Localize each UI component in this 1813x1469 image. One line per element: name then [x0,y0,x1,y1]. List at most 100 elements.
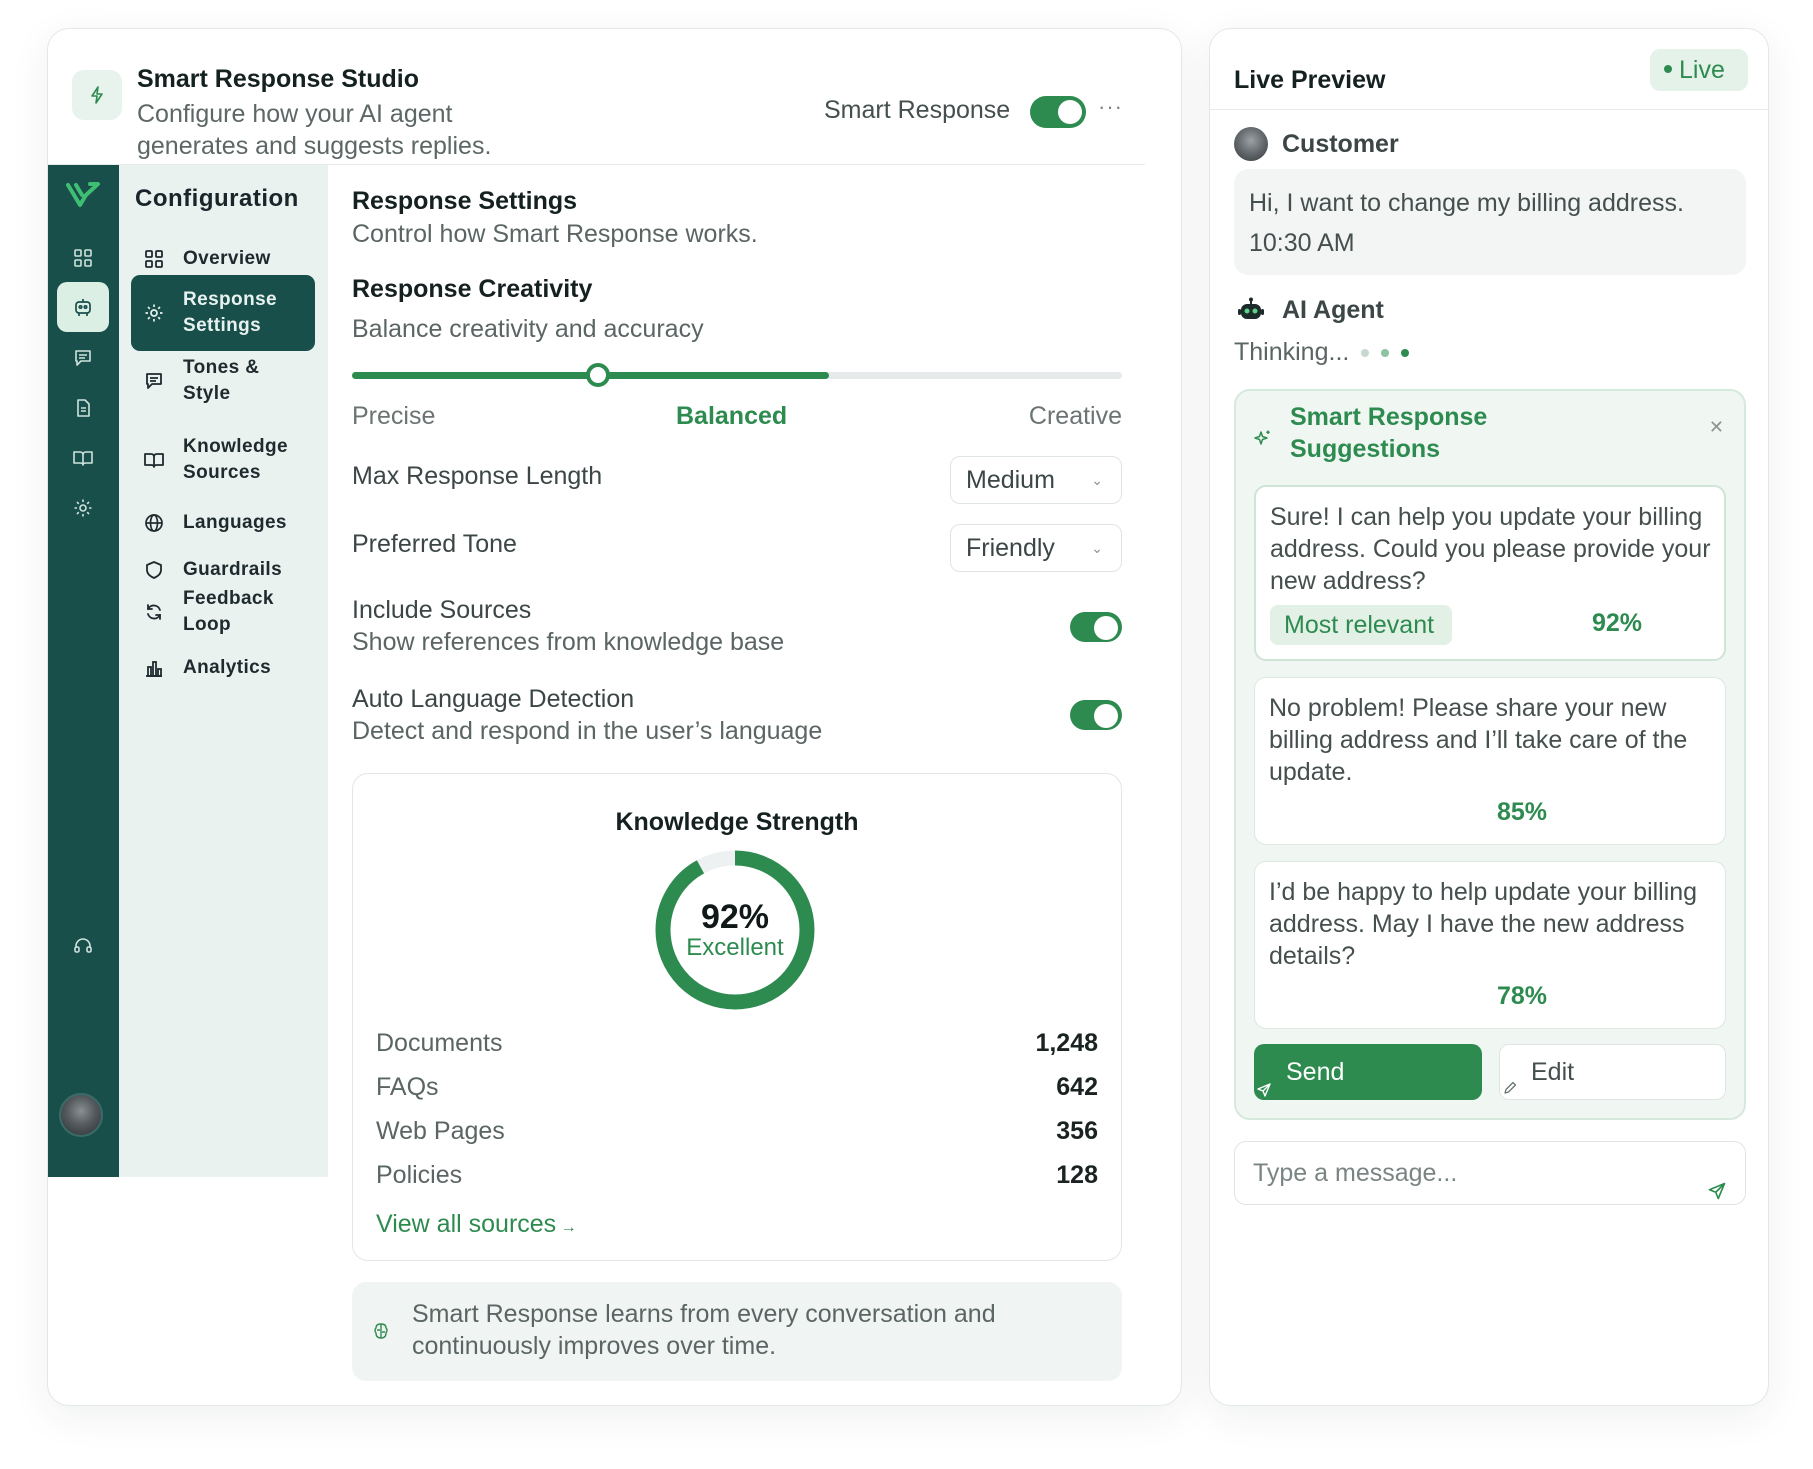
suggestions-panel: Smart Response Suggestions ✕ Sure! I can… [1234,389,1746,1120]
suggestion-card-2[interactable]: No problem! Please share your new billin… [1254,677,1726,845]
nav-item-response-settings[interactable]: Response Settings [131,275,315,351]
nav-item-label: Response Settings [183,289,278,336]
suggestion-score: 92% [1592,609,1643,637]
slider-label-creative[interactable]: Creative [1028,402,1122,430]
customer-message-bubble: Hi, I want to change my billing address.… [1234,169,1746,275]
source-label-policies: Policies [376,1161,463,1189]
agent-status: Thinking... [1234,338,1350,366]
tone-label: Preferred Tone [352,530,517,558]
icon-rail [48,165,119,1177]
live-preview-title: Live Preview [1234,66,1386,94]
suggestion-card-1[interactable]: Sure! I can help you update your billing… [1254,485,1726,661]
view-all-sources-label: View all sources [376,1210,557,1238]
send-button[interactable]: Send [1254,1044,1482,1100]
max-length-select[interactable]: Medium ⌄ [950,456,1122,504]
robot-icon [1234,293,1268,327]
nav-item-guardrails[interactable]: Guardrails [131,552,315,588]
suggestion-text: I’d be happy to help update your billing… [1269,878,1698,970]
grid-icon[interactable] [57,233,109,283]
configuration-title: Configuration [135,185,299,212]
agent-header: AI Agent [1234,293,1384,327]
auto-language-label: Auto Language Detection [352,685,635,713]
nav-item-label: Guardrails [183,559,283,580]
agent-thinking: Thinking... [1234,338,1410,367]
source-label-documents: Documents [376,1029,503,1057]
chevron-down-icon: ⌄ [1091,472,1103,488]
typing-dot-icon [1401,348,1410,357]
settings-title: Response Settings [352,187,578,215]
nav-item-tones-style[interactable]: Tones & Style [131,353,315,409]
more-icon[interactable]: ··· [1098,94,1123,119]
suggestion-text: Sure! I can help you update your billing… [1270,503,1711,595]
nav-item-label: Analytics [183,657,272,678]
include-sources-toggle[interactable] [1070,612,1122,642]
suggestion-card-3[interactable]: I’d be happy to help update your billing… [1254,861,1726,1029]
suggestion-score: 78% [1497,982,1548,1010]
edit-button[interactable]: Edit [1499,1044,1726,1100]
nav-item-knowledge-sources[interactable]: Knowledge Sources [131,432,315,488]
creativity-slider-thumb[interactable] [586,363,611,387]
slider-label-precise[interactable]: Precise [352,402,436,430]
max-length-value: Medium [966,466,1055,494]
configuration-nav: Configuration Overview Response Settings… [119,165,328,1177]
include-sources-description: Show references from knowledge base [352,628,785,656]
nav-item-label: Knowledge Sources [183,436,288,483]
close-icon[interactable]: ✕ [1708,417,1724,437]
customer-name: Customer [1282,129,1399,158]
user-avatar[interactable] [59,1093,103,1137]
arrow-right-icon: → [556,1219,577,1236]
most-relevant-badge: Most relevant [1270,605,1452,645]
learning-note: Smart Response learns from every convers… [352,1282,1122,1381]
nav-item-analytics[interactable]: Analytics [131,650,315,686]
send-label: Send [1286,1058,1345,1086]
agent-name: AI Agent [1282,295,1384,324]
message-input-placeholder: Type a message... [1253,1159,1458,1187]
creativity-title: Response Creativity [352,275,593,303]
source-value-faqs: 642 [1056,1073,1098,1101]
suggestions-title: Smart Response Suggestions [1290,403,1488,463]
page-title: Smart Response Studio [137,65,419,93]
send-icon [1256,1062,1272,1118]
source-label-web-pages: Web Pages [376,1117,505,1145]
auto-language-toggle[interactable] [1070,700,1122,730]
live-status-badge: Live [1650,49,1748,91]
grid-icon [141,249,167,269]
auto-language-description: Detect and respond in the user’s languag… [352,717,823,745]
settings-subtitle: Control how Smart Response works. [352,220,758,248]
headset-icon[interactable] [57,921,109,971]
book-icon[interactable] [57,433,109,483]
message-input[interactable]: Type a message... [1234,1141,1746,1205]
nav-item-feedback-loop[interactable]: Feedback Loop [131,584,315,640]
creativity-slider[interactable] [352,363,1122,387]
tone-value: Friendly [966,534,1055,562]
knowledge-strength-percent: 92% [700,898,770,936]
suggestion-score: 85% [1497,798,1548,826]
live-preview-divider [1210,109,1768,110]
settings-icon[interactable] [57,483,109,533]
send-icon[interactable] [1707,1162,1727,1224]
edit-label: Edit [1531,1058,1575,1086]
view-all-sources-link[interactable]: View all sources → [376,1210,577,1239]
tone-select[interactable]: Friendly ⌄ [950,524,1122,572]
sparkle-icon [1254,429,1272,452]
document-icon[interactable] [57,383,109,433]
nav-item-languages[interactable]: Languages [131,505,315,541]
book-icon [141,450,167,470]
slider-label-balanced[interactable]: Balanced [676,402,788,430]
brain-icon [373,1322,389,1345]
max-length-label: Max Response Length [352,462,603,490]
smart-response-toggle[interactable] [1030,96,1086,128]
chat-icon[interactable] [57,333,109,383]
customer-message-time: 10:30 AM [1249,229,1355,257]
live-preview-card: Live Preview Live Customer Hi, I want to… [1209,28,1769,1406]
customer-avatar [1234,127,1268,161]
knowledge-strength-card: Knowledge Strength 92% Excellent Documen… [352,773,1122,1261]
bar-chart-icon [141,658,167,678]
creativity-subtitle: Balance creativity and accuracy [352,315,704,343]
nav-item-overview[interactable]: Overview [131,241,315,277]
nav-item-label: Languages [183,512,287,533]
robot-icon[interactable] [57,282,109,332]
include-sources-label: Include Sources [352,596,532,624]
chat-icon [141,371,167,391]
settings-card: Smart Response Studio Configure how your… [47,28,1182,1406]
